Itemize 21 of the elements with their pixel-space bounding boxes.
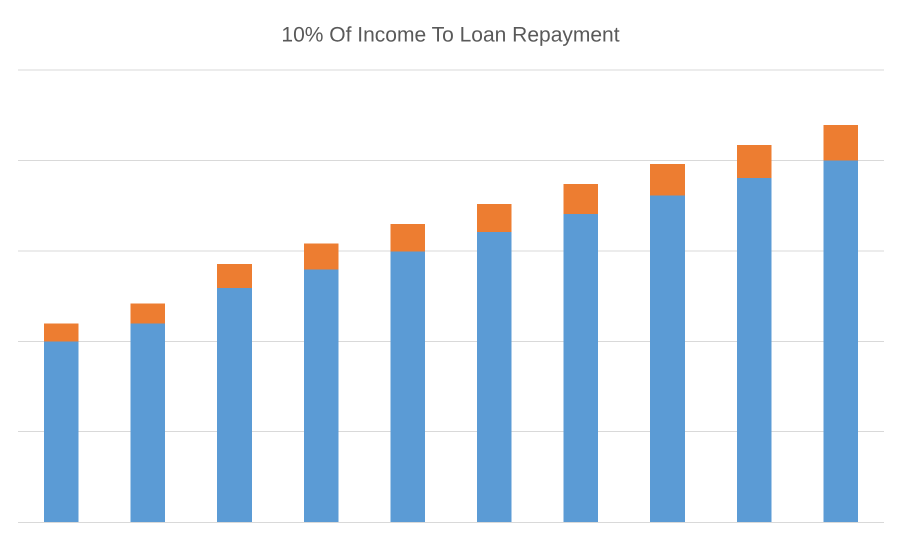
bar	[564, 184, 598, 214]
bar	[390, 252, 426, 522]
bar	[44, 341, 79, 522]
bar	[476, 232, 512, 522]
bar	[217, 264, 252, 288]
bar	[390, 224, 426, 252]
bar	[476, 204, 512, 232]
bar	[650, 196, 685, 522]
bar	[823, 160, 858, 522]
chart-title: 10% Of Income To Loan Repayment	[281, 24, 620, 47]
bar	[736, 144, 772, 178]
bar	[304, 244, 338, 270]
bar	[650, 164, 685, 196]
bar	[564, 214, 598, 522]
bar	[823, 124, 858, 161]
bar	[130, 304, 166, 324]
bar	[217, 288, 252, 522]
bar	[130, 323, 166, 522]
bar	[304, 270, 338, 522]
bar	[736, 178, 772, 522]
bar	[44, 323, 79, 342]
